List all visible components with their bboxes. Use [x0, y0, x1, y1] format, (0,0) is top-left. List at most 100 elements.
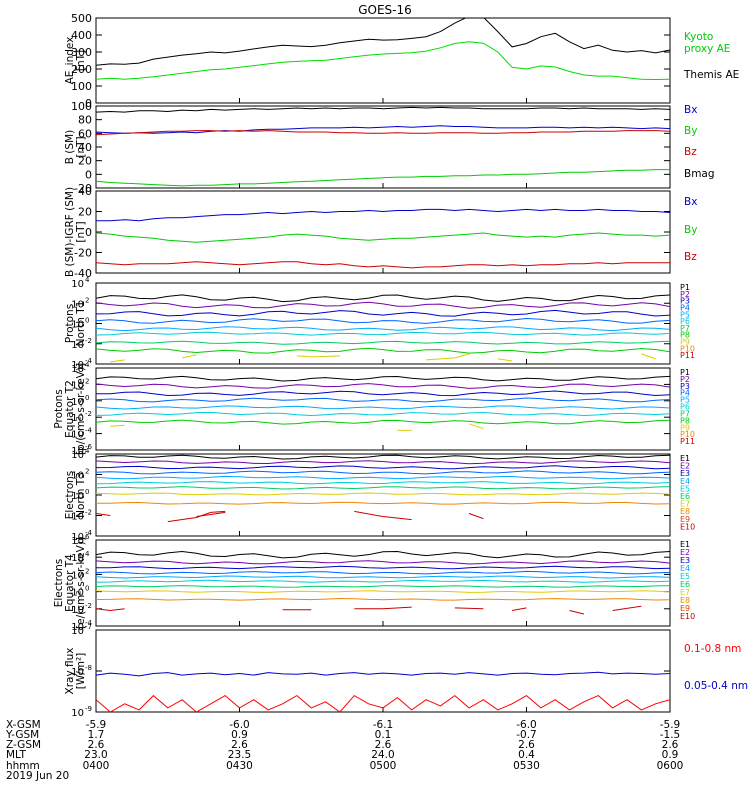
series-fragment [96, 608, 125, 612]
footer-value: 0.9 [662, 749, 679, 761]
legend: 0.1-0.8 nm 0.05-0.4 nm [684, 643, 748, 692]
legend-entry: P7 [680, 409, 690, 418]
legend-entry: E2 [680, 548, 690, 557]
series-line [96, 411, 670, 417]
series-line [96, 579, 670, 583]
series-fragment [196, 511, 226, 517]
series-line [96, 375, 670, 382]
y-label-line: Electrons [64, 471, 76, 520]
y-tick-label: 40 [78, 141, 92, 154]
footer-value: -5.9 [660, 719, 681, 731]
legend-entry: Themis AE [683, 69, 739, 81]
series-line [96, 460, 670, 465]
plot-area [96, 18, 670, 81]
plot-area [96, 106, 670, 187]
footer-value: -6.0 [229, 719, 250, 731]
series-line [96, 419, 670, 425]
footer-value: 0600 [657, 760, 684, 772]
y-tick-exponent: 4 [85, 361, 90, 369]
y-label-line: [nT] [75, 136, 87, 157]
footer-value: 2.6 [662, 739, 679, 751]
series-fragment [612, 605, 642, 611]
legend-entry: E7 [680, 500, 690, 509]
y-label-line: B (SM) [64, 130, 76, 164]
legend-entry: P2 [680, 375, 690, 384]
y-label-line: Electrons [53, 559, 65, 608]
series-line [96, 232, 670, 243]
y-tick-label: 100 [71, 80, 92, 93]
legend-entry: P1 [680, 368, 690, 377]
series-line [96, 481, 670, 485]
legend-entry: E1 [680, 454, 690, 463]
legend-entry: P8 [680, 416, 690, 425]
series-fragment [454, 607, 484, 610]
footer-value: -1.5 [660, 729, 681, 741]
y-tick-exponent: -4 [85, 619, 93, 627]
y-tick-exponent: 2 [85, 567, 89, 575]
series-line [96, 570, 670, 575]
y-axis-label: AE_index [nT] [64, 37, 87, 85]
chart-title: GOES-16 [358, 3, 412, 17]
legend-entry: P3 [680, 382, 690, 391]
series-fragment [497, 358, 513, 362]
series-line [96, 18, 670, 66]
y-tick-exponent: -8 [85, 664, 92, 672]
legend-entry: E3 [680, 469, 690, 478]
series-line [96, 475, 670, 480]
y-tick-label: -20 [74, 182, 92, 195]
series-line [96, 397, 670, 403]
series-line [96, 671, 670, 677]
series-fragment [641, 353, 656, 360]
y-tick-exponent: -9 [85, 705, 92, 713]
series-fragment [468, 423, 484, 430]
legend: Bx By Bz Bmag [684, 104, 715, 180]
footer-row-label: X-GSM [6, 719, 41, 731]
panel-frame [95, 105, 671, 189]
y-tick-label: 80 [78, 114, 92, 127]
legend-entry: P2 [680, 290, 690, 299]
series-fragment [468, 513, 484, 520]
y-tick-exponent: -2 [85, 410, 92, 418]
y-label-line: [nT] [75, 50, 87, 71]
legend-entry: P7 [680, 324, 690, 333]
plot-area [96, 375, 670, 431]
legend-entry: proxy AE [684, 43, 730, 55]
legend-entry: P4 [680, 389, 690, 398]
series-line [96, 130, 670, 136]
y-tick-exponent: -2 [85, 337, 92, 345]
legend-entry: Bx [684, 196, 697, 208]
y-axis-label: B (SM) [nT] [64, 130, 87, 164]
series-fragment [110, 359, 125, 363]
y-tick-exponent: 2 [85, 296, 89, 304]
footer-row-label: Z-GSM [6, 739, 41, 751]
series-fragment [569, 610, 585, 615]
y-tick-label: 10 [71, 588, 84, 599]
series-line [96, 294, 670, 303]
panel-bigrf: -40 -20 0 20 40B (SM)-IGRF (SM) [nT] Bx By Bz [64, 185, 697, 280]
y-tick-exponent: -6 [85, 443, 93, 451]
legend-entry: Bz [684, 251, 697, 263]
series-line [96, 390, 670, 397]
footer-row-label: Y-GSM [5, 729, 39, 741]
legend-entry: P9 [680, 338, 690, 347]
y-tick-exponent: -7 [85, 623, 92, 631]
y-tick-label: 10 [71, 622, 84, 633]
legend-entry: E7 [680, 588, 690, 597]
y-tick-exponent: -4 [85, 357, 93, 365]
footer-row-label: hhmm [6, 760, 40, 772]
legend-entry: P4 [680, 303, 690, 312]
y-tick-label: 20 [78, 206, 92, 219]
footer-value: 0430 [226, 760, 253, 772]
series-line [96, 501, 670, 505]
series-line [96, 301, 670, 309]
legend-entry: E1 [680, 540, 690, 549]
y-tick-label: -40 [74, 267, 92, 280]
series-line [96, 106, 670, 113]
y-label-line: [nT] [75, 221, 87, 242]
y-axis-label: Electrons Equator T4 [e/(cm²-s-sr-keV)] [53, 537, 87, 629]
legend-entry: E8 [680, 596, 690, 605]
